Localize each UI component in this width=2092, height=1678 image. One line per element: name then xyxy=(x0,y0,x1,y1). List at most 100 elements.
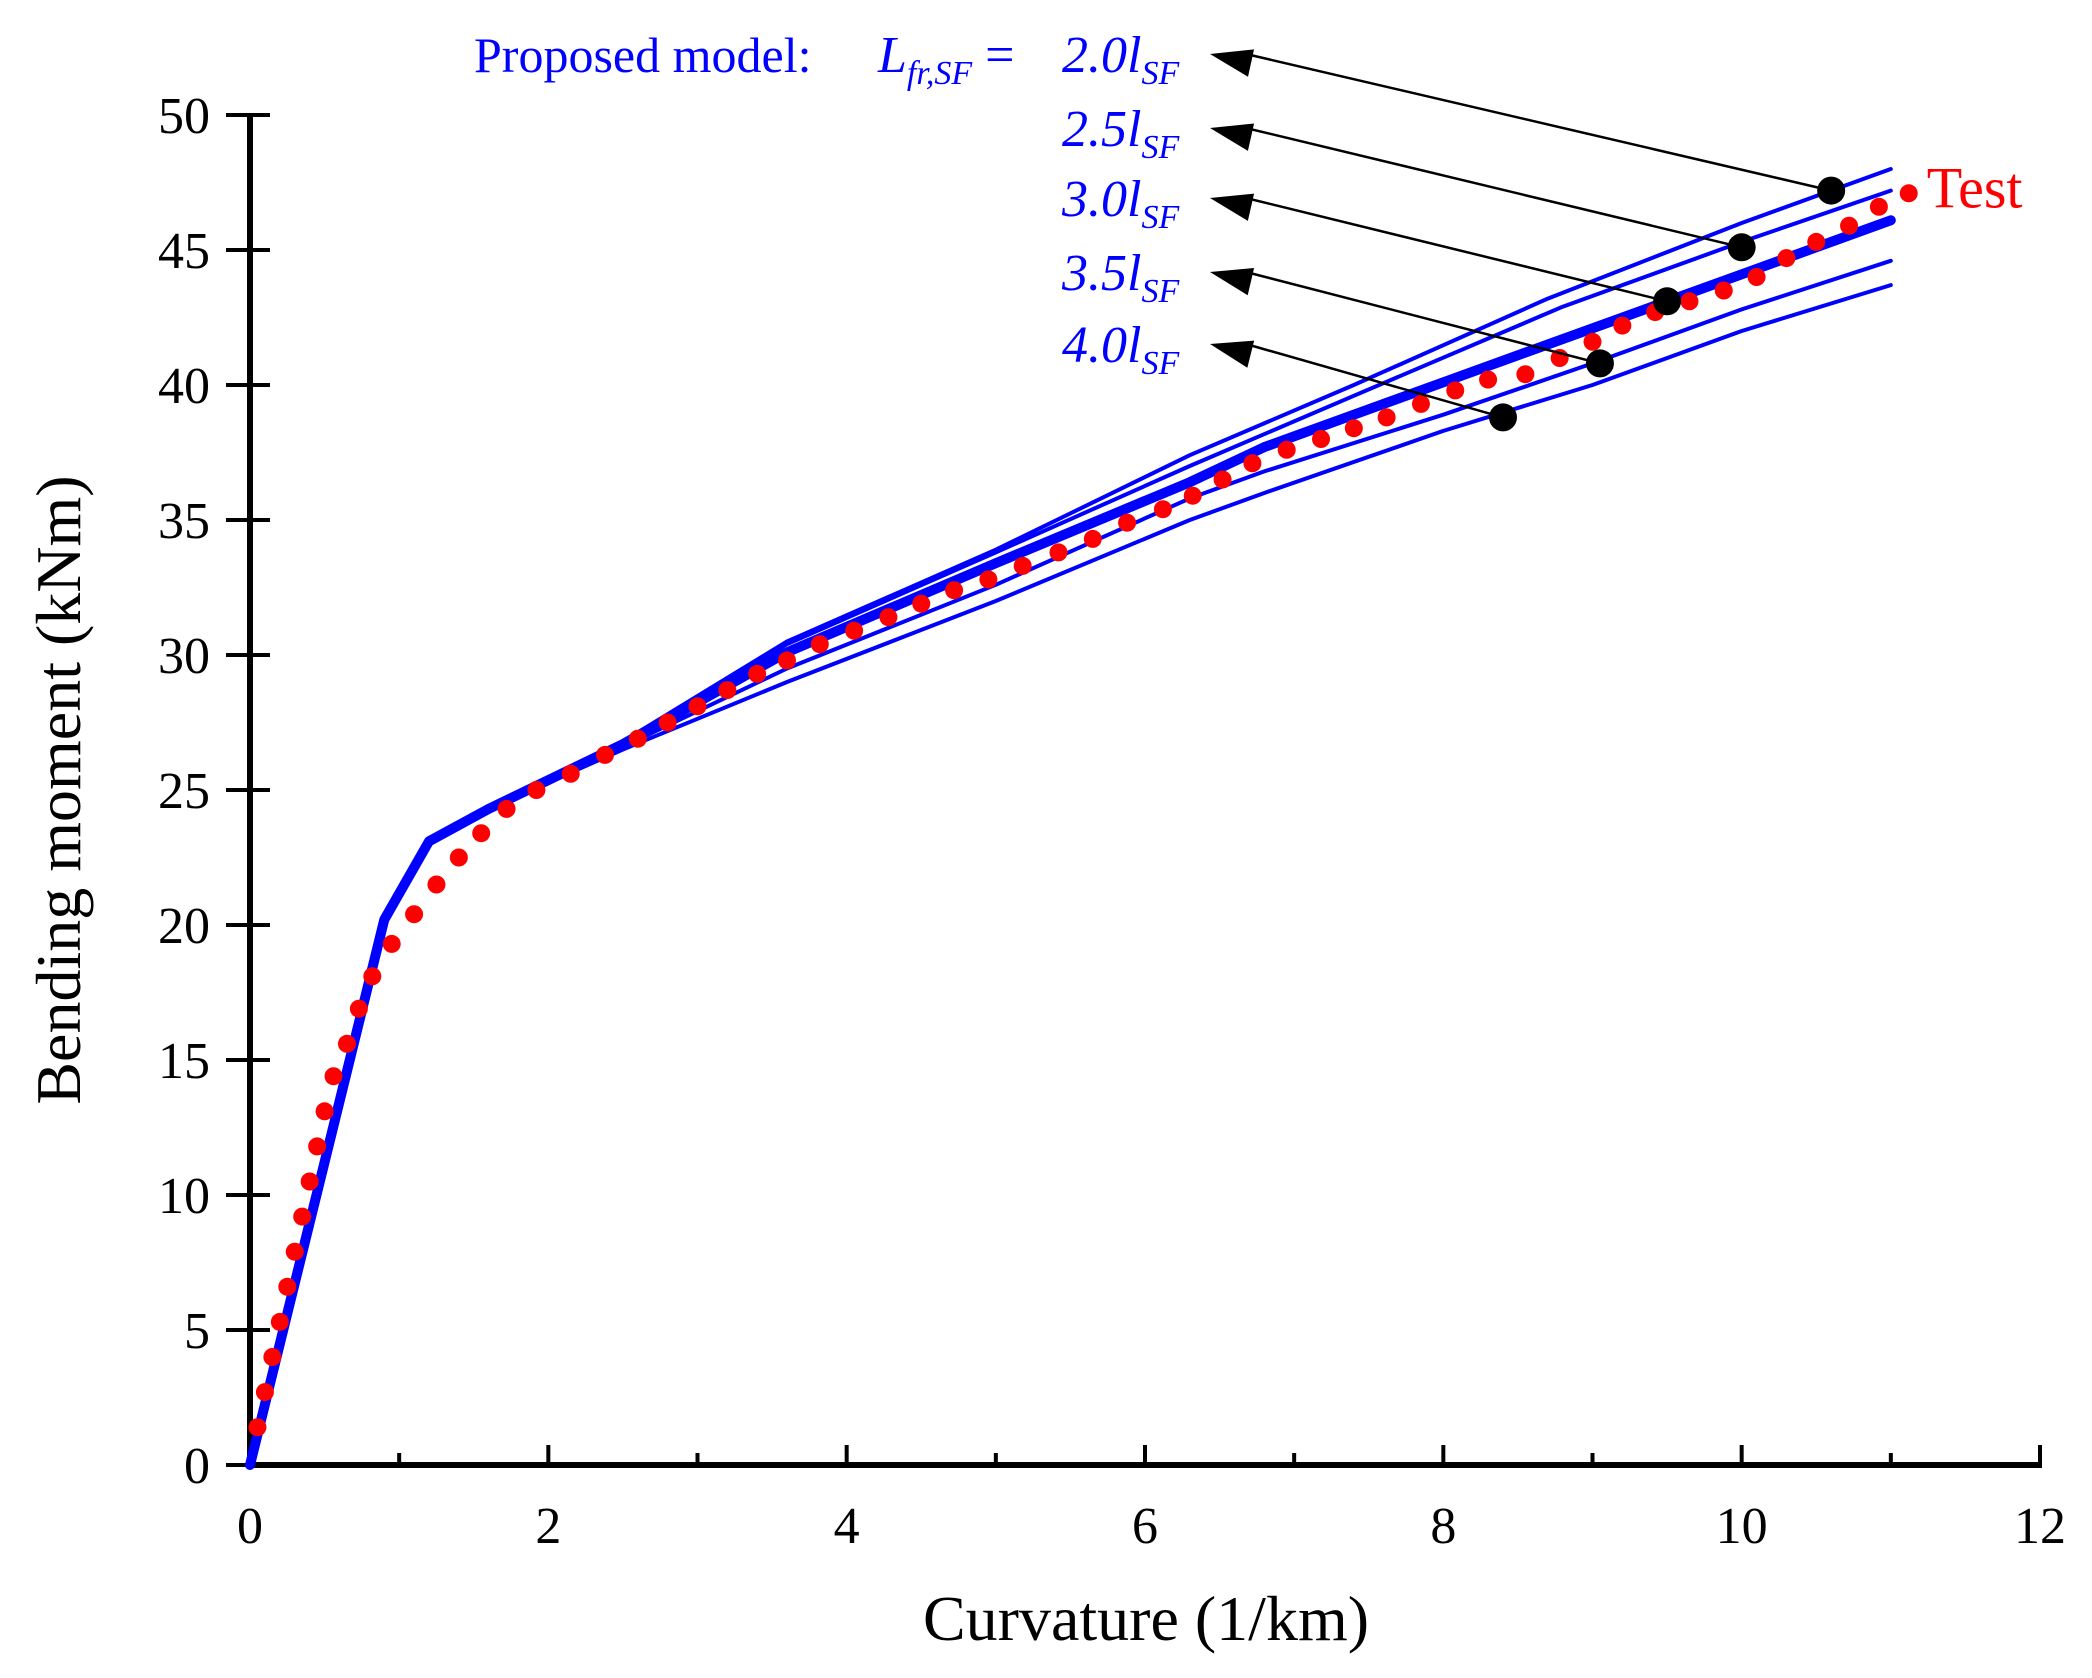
leader-line-2.5 xyxy=(1245,126,1742,249)
y-tick-label-45: 45 xyxy=(158,223,210,280)
test-point-25 xyxy=(688,697,707,716)
test-point-43 xyxy=(1277,440,1296,459)
test-point-35 xyxy=(1013,556,1032,575)
x-tick-label-10: 10 xyxy=(1716,1498,1768,1555)
legend-symbol-sub: fr,SF xyxy=(907,55,973,92)
legend-header: Proposed model: xyxy=(474,27,811,83)
y-tick-label-40: 40 xyxy=(158,358,210,415)
test-point-38 xyxy=(1118,513,1137,532)
leader-arrows xyxy=(1210,49,1832,419)
leader-line-4.0 xyxy=(1245,342,1504,419)
y-tick-label-5: 5 xyxy=(184,1303,210,1360)
test-point-26 xyxy=(718,681,737,700)
series-label-sub: SF xyxy=(1141,55,1180,92)
test-point-40 xyxy=(1183,486,1202,505)
series-label-sub: SF xyxy=(1141,273,1180,310)
series-label-prefix: 2.0 xyxy=(1062,27,1127,84)
test-point-61 xyxy=(1869,197,1888,216)
test-point-30 xyxy=(845,621,864,640)
test-series-dots xyxy=(248,184,1918,1437)
test-point-33 xyxy=(945,581,964,600)
series-label-symbol: l xyxy=(1127,245,1141,302)
x-tick-label-4: 4 xyxy=(834,1498,860,1555)
legend-symbol-main: L xyxy=(877,27,907,84)
test-point-47 xyxy=(1411,394,1430,413)
test-point-58 xyxy=(1777,249,1796,268)
test-point-37 xyxy=(1083,529,1102,548)
series-label-sub: SF xyxy=(1141,129,1180,166)
test-point-17 xyxy=(449,848,468,867)
test-point-46 xyxy=(1377,408,1396,427)
test-point-49 xyxy=(1479,370,1498,389)
series-label-symbol: l xyxy=(1127,27,1141,84)
y-tick-label-30: 30 xyxy=(158,628,210,685)
marker-3.0 xyxy=(1653,287,1682,316)
x-tick-label-2: 2 xyxy=(535,1498,561,1555)
series-label-3.5: 3.5lSF xyxy=(1061,245,1180,310)
test-point-42 xyxy=(1243,454,1262,473)
test-point-22 xyxy=(596,745,615,764)
marker-4.0 xyxy=(1489,403,1517,432)
test-point-6 xyxy=(293,1207,312,1226)
series-markers xyxy=(1489,176,1846,432)
tick-labels: 0 2 4 6 8 10 12 0 5 10 15 20 25 30 35 40 45 50 xyxy=(158,88,2066,1555)
series-label-2.0: 2.0lSF xyxy=(1062,27,1180,92)
axes xyxy=(247,115,2042,1468)
test-point-24 xyxy=(658,713,677,732)
x-tick-label-0: 0 xyxy=(237,1498,263,1555)
y-tick-label-35: 35 xyxy=(158,493,210,550)
test-point-48 xyxy=(1446,381,1465,400)
arrowhead-3.5 xyxy=(1210,267,1255,296)
test-point-34 xyxy=(979,570,998,589)
test-point-60 xyxy=(1840,216,1859,235)
test-point-1 xyxy=(255,1383,274,1402)
series-line-4.0 xyxy=(248,283,1893,1467)
test-point-41 xyxy=(1213,470,1232,489)
test-point-27 xyxy=(748,664,767,683)
test-point-39 xyxy=(1153,500,1172,519)
leader-line-2.0 xyxy=(1245,52,1832,192)
arrowhead-4.0 xyxy=(1210,340,1255,368)
arrowhead-3.0 xyxy=(1210,193,1255,221)
test-point-13 xyxy=(363,967,382,986)
leader-line-3.0 xyxy=(1245,196,1668,303)
test-point-45 xyxy=(1344,419,1363,438)
test-point-15 xyxy=(405,905,424,924)
x-tick-label-8: 8 xyxy=(1430,1498,1456,1555)
series-line-3.0 xyxy=(245,215,1896,1470)
test-point-56 xyxy=(1714,281,1733,300)
y-tick-label-50: 50 xyxy=(158,88,210,145)
series-label-symbol: l xyxy=(1127,171,1141,228)
series-label-2.5: 2.5lSF xyxy=(1062,101,1180,166)
test-point-14 xyxy=(382,934,401,953)
test-point-62 xyxy=(1899,184,1918,203)
test-point-12 xyxy=(349,999,368,1018)
test-point-23 xyxy=(628,729,647,748)
test-point-52 xyxy=(1583,332,1602,351)
y-tick-label-20: 20 xyxy=(158,898,210,955)
test-point-28 xyxy=(778,651,796,670)
test-point-32 xyxy=(912,594,931,613)
test-point-44 xyxy=(1312,430,1331,448)
test-point-29 xyxy=(810,635,829,654)
series-label-symbol: l xyxy=(1127,317,1141,374)
test-point-36 xyxy=(1049,543,1068,562)
leader-line-3.5 xyxy=(1245,270,1601,365)
test-label: Test xyxy=(1927,155,2023,220)
test-point-7 xyxy=(300,1172,319,1191)
legend-equals: = xyxy=(972,27,1014,84)
test-point-10 xyxy=(324,1067,343,1086)
series-line-2.5 xyxy=(248,188,1893,1467)
marker-2.0 xyxy=(1817,176,1846,205)
test-point-11 xyxy=(337,1034,356,1053)
test-point-55 xyxy=(1680,292,1699,311)
test-point-18 xyxy=(472,824,491,843)
series-label-3.0: 3.0lSF xyxy=(1061,171,1180,236)
series-line-3.5 xyxy=(248,258,1893,1467)
test-point-19 xyxy=(497,799,516,818)
x-tick-label-6: 6 xyxy=(1132,1498,1158,1555)
test-point-8 xyxy=(308,1137,327,1156)
test-point-4 xyxy=(278,1277,297,1296)
test-point-21 xyxy=(561,764,580,783)
